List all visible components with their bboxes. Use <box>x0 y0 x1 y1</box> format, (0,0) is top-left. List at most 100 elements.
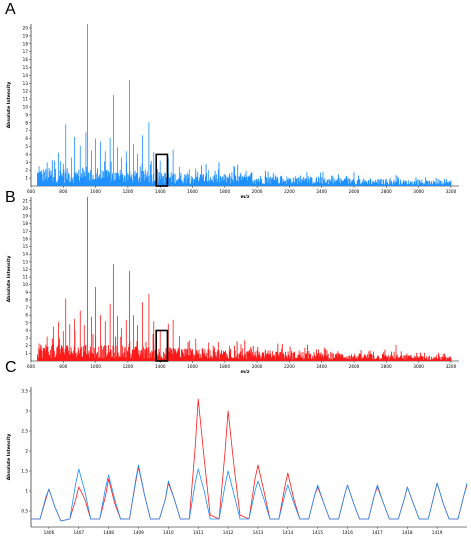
chart-a-x-tick-label: 3200 <box>446 189 457 194</box>
chart-a-y-tick-label: 3 <box>25 160 28 165</box>
chart-c-y-tick-label: 0.5 <box>21 509 28 514</box>
chart-b-x-tick-label: 1800 <box>219 364 230 369</box>
chart-a-y-tick-label: 5 <box>25 144 28 149</box>
chart-b-y-tick-label: 18 <box>23 221 29 226</box>
chart-c-x-tick-label: 1408 <box>103 530 114 535</box>
chart-b-y-tick-label: 1 <box>25 351 28 356</box>
chart-b-y-tick-label: 14 <box>23 252 29 257</box>
chart-a-y-tick-label: 2 <box>25 168 28 173</box>
chart-a-x-tick-label: 1800 <box>219 189 230 194</box>
chart-a-y-tick-label: 19 <box>23 33 29 38</box>
chart-b-x-tick-label: 3200 <box>446 364 457 369</box>
chart-b-x-tick-label: 1200 <box>123 364 134 369</box>
chart-b-x-tick-label: 3000 <box>413 364 424 369</box>
chart-b-x-tick-label: 1400 <box>155 364 166 369</box>
chart-b-y-tick-label: 5 <box>25 320 28 325</box>
chart-b-y-tick-label: 20 <box>23 206 29 211</box>
chart-b-y-tick-label: 16 <box>23 236 29 241</box>
chart-a-x-tick-label: 2000 <box>252 189 263 194</box>
chart-b-y-tick-label: 3 <box>25 336 28 341</box>
chart-a-x-tick-label: 2400 <box>316 189 327 194</box>
chart-b-y-tick-label: 13 <box>23 259 29 264</box>
chart-c-y-tick-label: 3.5 <box>21 389 28 394</box>
chart-b-y-tick-label: 7 <box>25 305 28 310</box>
chart-c-x-tick-label: 1414 <box>282 530 293 535</box>
chart-c-x-tick-label: 1413 <box>253 530 264 535</box>
chart-a-spectrum-noise <box>37 160 452 186</box>
chart-a-x-tick-label: 1000 <box>90 189 101 194</box>
chart-b-x-tick-label: 2400 <box>316 364 327 369</box>
chart-c-x-tick-label: 1406 <box>44 530 55 535</box>
chart-b-y-tick-label: 8 <box>25 297 28 302</box>
chart-a-y-tick-label: 15 <box>23 65 29 70</box>
chart-c-series-blue <box>31 464 468 522</box>
chart-a-x-axis-label: m/z <box>241 194 250 200</box>
panel-label-b: B <box>5 189 16 206</box>
chart-b-x-tick-label: 2800 <box>381 364 392 369</box>
chart-b-y-tick-label: 21 <box>23 198 29 203</box>
chart-c-x-tick-label: 1412 <box>223 530 234 535</box>
chart-c-x-tick-label: 1419 <box>432 530 443 535</box>
chart-a-y-tick-label: 20 <box>23 25 29 30</box>
chart-a-x-tick-label: 2800 <box>381 189 392 194</box>
chart-a-y-tick-label: 8 <box>25 120 28 125</box>
chart-c-x-tick-label: 1410 <box>163 530 174 535</box>
chart-c-y-tick-label: 1 <box>25 489 28 494</box>
chart-b-x-tick-label: 600 <box>27 364 35 369</box>
chart-a-x-tick-label: 600 <box>27 189 35 194</box>
chart-b-spectrum-noise <box>37 330 452 361</box>
panel-label-a: A <box>5 1 16 18</box>
chart-b-y-tick-label: 17 <box>23 229 29 234</box>
chart-b-y-axis-label: Absolute Intensity <box>6 256 12 303</box>
chart-a-y-tick-label: 10 <box>23 104 29 109</box>
chart-b-y-tick-label: 11 <box>23 275 29 280</box>
chart-b-highlight-box <box>155 329 169 362</box>
chart-c-x-tick-label: 1409 <box>133 530 144 535</box>
chart-b-y-tick-label: 15 <box>23 244 29 249</box>
chart-b-y-tick-label: 6 <box>25 313 28 318</box>
chart-b-x-tick-label: 2000 <box>252 364 263 369</box>
chart-b-x-axis-label: m/z <box>241 369 250 375</box>
chart-b-x-tick-label: 1600 <box>187 364 198 369</box>
panel-label-c: C <box>5 359 17 376</box>
chart-a-y-tick-label: 13 <box>23 81 29 86</box>
chart-c-x-tick-label: 1407 <box>73 530 84 535</box>
chart-a-highlight-box <box>155 153 169 187</box>
chart-a-y-tick-label: 11 <box>23 97 29 102</box>
chart-a-y-tick-label: 14 <box>23 73 29 78</box>
chart-a-y-tick-label: 9 <box>25 112 28 117</box>
chart-b-x-tick-label: 1000 <box>90 364 101 369</box>
chart-b-y-tick-label: 2 <box>25 343 28 348</box>
chart-a-y-tick-label: 4 <box>25 152 28 157</box>
chart-a-x-tick-label: 2200 <box>284 189 295 194</box>
chart-b-y-tick-label: 12 <box>23 267 29 272</box>
chart-a-y-tick-label: 18 <box>23 41 29 46</box>
chart-b-y-tick-label: 4 <box>25 328 28 333</box>
chart-c-y-tick-label: 3 <box>25 409 28 414</box>
chart-b-x-tick-label: 2600 <box>349 364 360 369</box>
chart-a-x-tick-label: 800 <box>59 189 67 194</box>
chart-c-y-tick-label: 2.5 <box>21 429 28 434</box>
chart-a-x-tick-label: 2600 <box>349 189 360 194</box>
chart-c-x-tick-label: 1411 <box>193 530 204 535</box>
chart-c-x-tick-label: 1418 <box>402 530 413 535</box>
chart-b-x-tick-label: 2200 <box>284 364 295 369</box>
chart-b-y-tick-label: 9 <box>25 290 28 295</box>
chart-b-y-tick-label: 10 <box>23 282 29 287</box>
chart-a-x-tick-label: 1400 <box>155 189 166 194</box>
chart-b-y-tick-label: 19 <box>23 214 29 219</box>
chart-c-y-axis-label: Absolute Intensity <box>6 434 12 481</box>
chart-a-y-tick-label: 6 <box>25 136 28 141</box>
chart-a-y-tick-label: 16 <box>23 57 29 62</box>
chart-c-x-tick-label: 1417 <box>372 530 383 535</box>
chart-a-y-tick-label: 1 <box>25 176 28 181</box>
chart-a-y-tick-label: 12 <box>23 89 29 94</box>
chart-a-x-tick-label: 3000 <box>413 189 424 194</box>
chart-a-x-tick-label: 1200 <box>123 189 134 194</box>
chart-c-y-tick-label: 1.5 <box>21 469 28 474</box>
chart-b-x-tick-label: 800 <box>59 364 67 369</box>
chart-a-y-tick-label: 17 <box>23 49 29 54</box>
chart-c-series-red <box>31 398 468 522</box>
chart-c-x-tick-label: 1416 <box>342 530 353 535</box>
